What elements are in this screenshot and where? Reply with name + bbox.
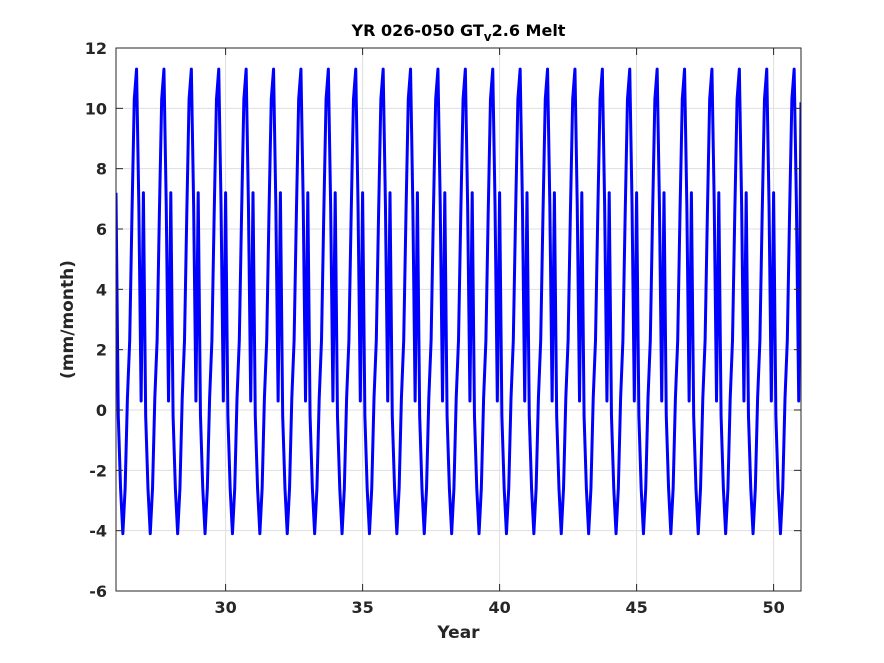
- chart-title-suffix: 2.6 Melt: [492, 21, 566, 40]
- y-tick-label: -2: [89, 461, 107, 480]
- y-tick-label: -6: [89, 582, 107, 601]
- y-tick-label: 10: [85, 99, 107, 118]
- x-tick-label: 40: [488, 598, 510, 617]
- chart-title-subscript: v: [484, 30, 492, 44]
- y-tick-label: -4: [89, 522, 107, 541]
- y-axis-label: (mm/month): [58, 260, 78, 379]
- axes-frame: [115, 47, 802, 592]
- y-tick-label: 6: [96, 220, 107, 239]
- chart-title-main: YR 026-050 GT: [351, 21, 484, 40]
- y-tick-label: 12: [85, 39, 107, 58]
- axis-ticks: 30 35 40 45 50 -6 -4 -2 0 2 4 6 8 10 12: [85, 39, 801, 617]
- x-tick-label: 35: [351, 598, 373, 617]
- chart-title: YR 026-050 GTv2.6 Melt: [351, 21, 566, 44]
- grid-lines: [116, 48, 801, 591]
- y-tick-label: 4: [96, 280, 107, 299]
- x-tick-label: 45: [625, 598, 647, 617]
- series-layer: [116, 67, 801, 536]
- melt-series-line: [116, 67, 801, 536]
- y-tick-label: 0: [96, 401, 107, 420]
- x-axis-label: Year: [436, 623, 480, 643]
- y-tick-label: 2: [96, 341, 107, 360]
- y-tick-label: 8: [96, 160, 107, 179]
- x-tick-label: 50: [762, 598, 784, 617]
- x-tick-label: 30: [214, 598, 236, 617]
